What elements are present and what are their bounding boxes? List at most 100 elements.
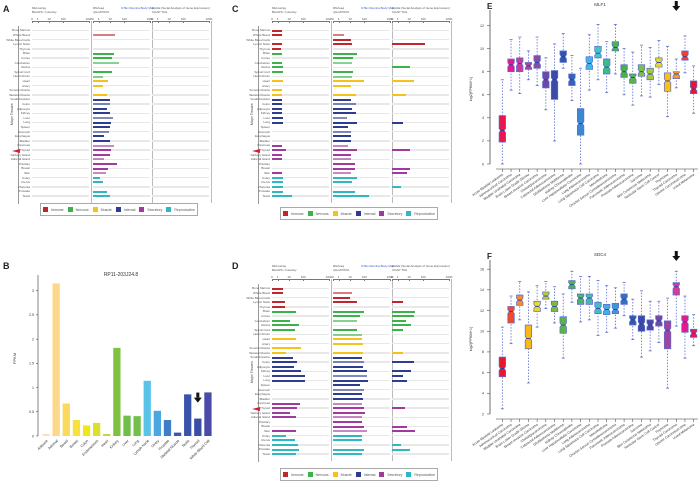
y-tick-label: 2: [32, 337, 34, 341]
expression-bar: [333, 292, 353, 295]
row-track: [392, 306, 449, 308]
axis-tick-label: 10: [167, 16, 171, 21]
tissue-label: Thyroid: [259, 406, 270, 410]
tissue-label: Cerebellum: [14, 60, 30, 65]
box: [672, 282, 680, 296]
row-track: [333, 186, 390, 188]
tissue-label: Smooth Muscle: [249, 346, 270, 351]
row-track: [32, 176, 89, 179]
box: [603, 58, 611, 75]
x-tick-label: Adipose: [37, 439, 49, 451]
axis-tick: [272, 21, 273, 23]
column-separator: [211, 21, 212, 204]
axis-tick-label: 1: [337, 16, 340, 21]
column-separator: [331, 21, 332, 204]
row-track: [392, 195, 449, 197]
expression-bar: [272, 328, 296, 331]
y-tick-label: 0.5: [29, 410, 34, 414]
row-track: [272, 140, 329, 142]
axis-tick-label: 1: [36, 16, 39, 21]
row-track: [333, 158, 390, 161]
bar: [133, 416, 141, 436]
y-tick-label: 12: [480, 24, 484, 28]
expression-bar: [392, 167, 411, 170]
axis-tick-label: 10: [287, 16, 291, 21]
row-track: [152, 167, 209, 170]
axis-tick-label: 1000: [325, 16, 333, 21]
legend-item: Reproductive: [166, 207, 195, 212]
row-track: [272, 296, 329, 299]
tissue-label: Esophagus: [14, 134, 30, 139]
legend-item: Internal: [115, 207, 135, 212]
box: [629, 73, 637, 84]
bar: [194, 418, 202, 436]
expression-bar: [272, 190, 283, 193]
axis-tick: [98, 21, 100, 23]
legend-item: Nervous: [307, 211, 329, 216]
tissue-label: Pituitary: [259, 161, 270, 166]
expression-bar: [392, 448, 410, 451]
tissue-label: Testis: [262, 452, 270, 456]
expression-bar: [392, 43, 426, 46]
row-track: [392, 48, 449, 50]
tissue-label: Bladder: [19, 138, 30, 143]
tissue-label: Breast: [21, 166, 30, 171]
tissue-label: Stomach: [18, 129, 30, 134]
axis-tick-label: 0: [391, 16, 393, 21]
row-track: [32, 130, 89, 133]
tissue-label: Spleen: [20, 125, 30, 129]
column-separator: [451, 279, 452, 462]
tissue-label: Thymus: [19, 46, 30, 51]
tissue-label: Brain: [262, 51, 270, 56]
tissue-label: Artery: [261, 83, 270, 88]
expression-bar: [272, 361, 298, 364]
tissue-label: Pancreas: [257, 143, 270, 148]
y-tick-label: 6: [482, 93, 484, 97]
axis-tick: [333, 21, 334, 23]
axis-tick: [350, 279, 352, 281]
expression-bar: [333, 342, 364, 345]
selected-tissue-marker-icon: [252, 148, 260, 153]
expression-bar: [272, 416, 296, 419]
expression-bar: [392, 370, 411, 373]
y-tick-label: 16: [480, 267, 484, 271]
box: [516, 57, 524, 73]
row-track: [392, 130, 449, 133]
bar: [103, 434, 111, 436]
row-track: [392, 149, 449, 151]
expression-bar: [272, 195, 292, 198]
tissue-label: Lung: [263, 378, 270, 383]
row-track: [93, 149, 150, 151]
axis-tick-label: 100: [300, 274, 306, 279]
axis-tick: [183, 21, 185, 23]
row-track: [333, 94, 390, 96]
box: [681, 315, 689, 333]
axis-tick-label: 1000: [445, 16, 453, 21]
bar: [163, 420, 172, 436]
row-track: [333, 444, 390, 446]
row-track: [152, 48, 209, 50]
row-track: [333, 130, 390, 133]
x-tick-label: Colon: [80, 439, 89, 448]
legend-item: Muscle: [92, 207, 112, 212]
tissue-label: Kidney: [260, 369, 270, 374]
expression-bar: [333, 439, 362, 442]
axis-tick: [150, 21, 151, 23]
tissue-label: Heart: [262, 79, 270, 83]
row-track: [333, 167, 390, 170]
tissue-label: Uterus: [261, 180, 270, 185]
legend-swatch: [139, 207, 145, 212]
row-track: [272, 57, 329, 59]
panel-letter-d: D: [232, 261, 239, 271]
expression-bar: [93, 135, 105, 138]
expression-bar: [272, 374, 306, 377]
box: [611, 41, 620, 52]
expression-bar: [333, 167, 356, 170]
box: [542, 291, 550, 300]
legend-item: Muscle: [332, 211, 352, 216]
expression-bar: [272, 379, 306, 382]
row-track: [152, 66, 209, 69]
x-tick-label: Lung: [131, 439, 139, 447]
column-separator: [91, 21, 92, 204]
expression-bar: [272, 443, 299, 446]
